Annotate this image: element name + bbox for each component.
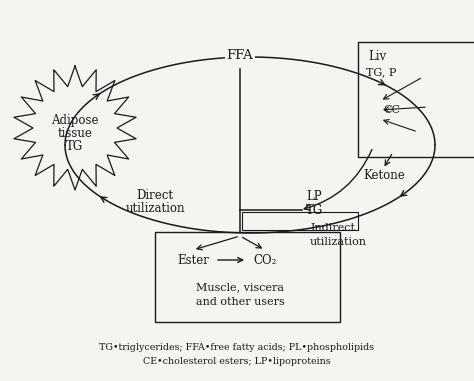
Text: FFA: FFA [227,48,254,61]
Text: Ketone: Ketone [363,168,405,181]
Text: CC: CC [383,105,400,115]
Bar [242,212,358,230]
Text: tissue: tissue [57,126,92,139]
Text: Liv: Liv [368,50,386,62]
Text: TG•triglycerides; FFA•free fatty acids; PL•phospholipids: TG•triglycerides; FFA•free fatty acids; … [100,344,374,352]
Text: and other users: and other users [196,297,284,307]
Text: Indirect: Indirect [310,223,355,233]
Text: LP: LP [306,189,322,202]
Text: TG, P: TG, P [366,67,396,77]
Text: Muscle, viscera: Muscle, viscera [196,282,284,292]
Text: utilization: utilization [310,237,367,247]
Text: CE•cholesterol esters; LP•lipoproteins: CE•cholesterol esters; LP•lipoproteins [143,357,331,367]
Bar [155,232,340,322]
Text: TG: TG [306,203,323,216]
Text: Ester: Ester [177,253,209,266]
Text: TG: TG [66,139,83,152]
Text: Direct: Direct [137,189,173,202]
Text: utilization: utilization [125,202,185,215]
Text: Adipose: Adipose [51,114,99,126]
Bar [358,42,474,157]
Text: CO₂: CO₂ [253,253,277,266]
